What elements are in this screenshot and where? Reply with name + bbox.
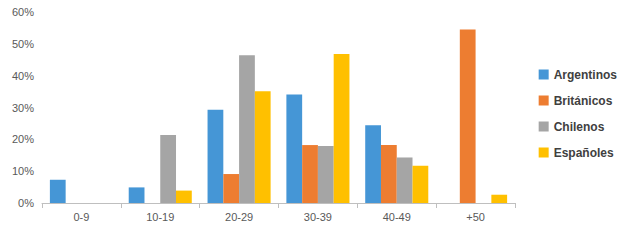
svg-text:30-39: 30-39	[304, 211, 332, 223]
svg-text:60%: 60%	[12, 6, 34, 18]
svg-text:Británicos: Británicos	[554, 94, 613, 108]
svg-text:30%: 30%	[12, 102, 34, 114]
svg-text:10-19: 10-19	[146, 211, 174, 223]
svg-text:Españoles: Españoles	[554, 146, 614, 160]
svg-text:50%: 50%	[12, 38, 34, 50]
svg-text:10%: 10%	[12, 165, 34, 177]
svg-text:20-29: 20-29	[225, 211, 253, 223]
svg-text:Argentinos: Argentinos	[554, 68, 618, 82]
svg-text:Chilenos: Chilenos	[554, 120, 605, 134]
svg-text:0-9: 0-9	[73, 211, 89, 223]
svg-text:40%: 40%	[12, 70, 34, 82]
svg-text:20%: 20%	[12, 133, 34, 145]
svg-text:40-49: 40-49	[383, 211, 411, 223]
svg-text:+50: +50	[466, 211, 485, 223]
svg-text:0%: 0%	[18, 197, 34, 209]
